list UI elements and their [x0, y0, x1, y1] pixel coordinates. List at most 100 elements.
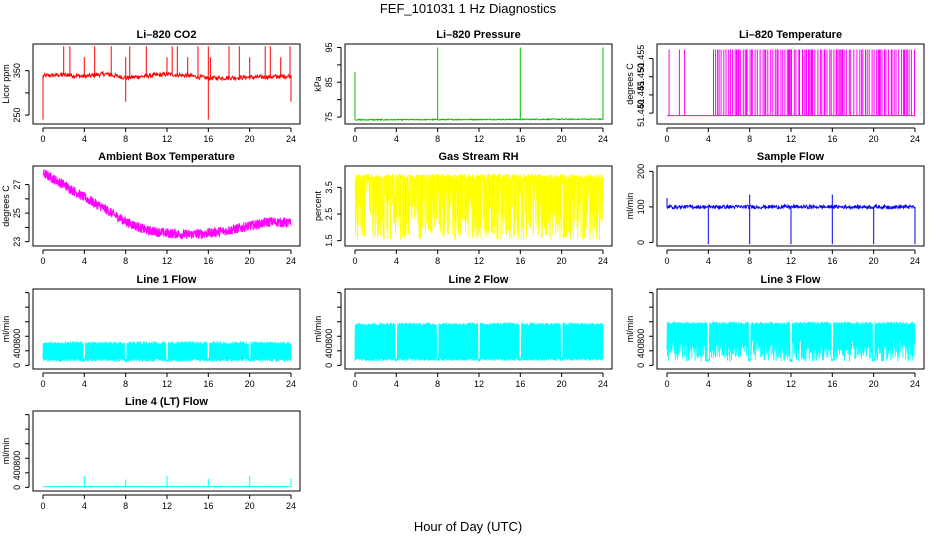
y-axis-label: ml/min — [625, 316, 635, 343]
x-axis: 0 4 8 12 16 20 24 — [664, 127, 920, 144]
x-axis: 0 4 8 12 16 20 24 — [40, 372, 296, 389]
x-tick-label: 20 — [869, 379, 879, 389]
y-axis: 1.5 2.5 3.5 — [324, 181, 342, 247]
y-axis-label: ml/min — [1, 438, 11, 465]
plot-frame — [344, 43, 613, 125]
x-tick-label: 20 — [869, 256, 879, 266]
x-tick-label: 0 — [664, 134, 669, 144]
x-tick-label: 20 — [245, 256, 255, 266]
y-axis-label: ml/min — [1, 316, 11, 343]
x-axis: 0 4 8 12 16 20 24 — [664, 372, 920, 389]
panel-6: Sample Flow 0 4 8 12 16 20 24 0 100 200 ml/min — [625, 151, 925, 266]
x-tick-label: 16 — [827, 379, 837, 389]
panel-title: Line 3 Flow — [761, 274, 821, 286]
y-axis: 250 350 — [12, 63, 30, 123]
x-tick-label: 4 — [82, 379, 87, 389]
y-tick-label: 2.5 — [324, 208, 334, 221]
x-tick-label: 12 — [162, 256, 172, 266]
x-axis: 0 4 8 12 16 20 24 — [352, 127, 608, 144]
panel-3: Li–820 Temperature 0 4 8 12 16 20 24 51.44051.44… — [625, 29, 925, 144]
x-tick-label: 4 — [82, 256, 87, 266]
panel-title: Ambient Box Temperature — [98, 151, 235, 163]
y-tick-label: 400 — [636, 343, 646, 358]
x-tick-label: 16 — [203, 501, 213, 511]
x-tick-label: 0 — [352, 379, 357, 389]
x-tick-label: 20 — [245, 501, 255, 511]
series-line — [354, 322, 604, 363]
y-axis-label: percent — [313, 190, 323, 221]
x-axis: 0 4 8 12 16 20 24 — [40, 249, 296, 266]
x-tick-label: 20 — [245, 379, 255, 389]
figure-xlabel: Hour of Day (UTC) — [414, 519, 522, 534]
series-line — [666, 194, 916, 245]
series-line — [42, 168, 292, 240]
panel-title: Sample Flow — [757, 151, 825, 163]
x-tick-label: 8 — [123, 501, 128, 511]
plot-frame — [656, 165, 925, 247]
y-tick-label: 51.445 — [636, 81, 646, 109]
plot-frame — [32, 288, 301, 370]
x-tick-label: 24 — [910, 134, 920, 144]
x-tick-label: 24 — [286, 379, 296, 389]
panel-title: Line 2 Flow — [449, 274, 509, 286]
plot-frame — [32, 165, 301, 247]
y-axis: 75 85 95 — [324, 42, 342, 122]
y-tick-label: 400 — [12, 343, 22, 358]
y-tick-label: 800 — [636, 329, 646, 344]
x-axis: 0 4 8 12 16 20 24 — [352, 372, 608, 389]
y-tick-label: 400 — [12, 465, 22, 480]
x-tick-label: 24 — [598, 134, 608, 144]
x-tick-label: 20 — [557, 256, 567, 266]
x-tick-label: 8 — [123, 256, 128, 266]
y-tick-label: 85 — [324, 77, 334, 87]
y-axis-label: degrees C — [1, 185, 11, 227]
panel-title: Li–820 Pressure — [436, 29, 520, 41]
plot-frame — [344, 288, 613, 370]
y-axis-label: ml/min — [313, 316, 323, 343]
x-tick-label: 12 — [162, 501, 172, 511]
x-tick-label: 16 — [827, 134, 837, 144]
x-tick-label: 12 — [474, 256, 484, 266]
x-tick-label: 16 — [515, 256, 525, 266]
x-tick-label: 4 — [706, 256, 711, 266]
y-tick-label: 75 — [324, 112, 334, 122]
plot-frame — [32, 43, 301, 125]
x-tick-label: 24 — [910, 379, 920, 389]
x-tick-label: 0 — [40, 379, 45, 389]
y-tick-label: 250 — [12, 108, 22, 123]
y-axis-label: Licor ppm — [1, 64, 11, 104]
x-tick-label: 0 — [352, 256, 357, 266]
x-tick-label: 4 — [394, 256, 399, 266]
panel-title: Li–820 Temperature — [739, 29, 842, 41]
x-tick-label: 20 — [557, 379, 567, 389]
plot-frame — [32, 410, 301, 492]
x-tick-label: 0 — [40, 256, 45, 266]
x-tick-label: 8 — [435, 256, 440, 266]
panel-title: Gas Stream RH — [438, 151, 518, 163]
panel-2: Li–820 Pressure 0 4 8 12 16 20 24 75 85 95 kPa — [313, 29, 613, 144]
x-tick-label: 0 — [664, 379, 669, 389]
x-tick-label: 16 — [515, 134, 525, 144]
x-tick-label: 8 — [747, 256, 752, 266]
series-line — [354, 47, 604, 122]
series-line — [42, 475, 292, 488]
x-tick-label: 16 — [827, 256, 837, 266]
panel-4: Ambient Box Temperature 0 4 8 12 16 20 24 23 25 27… — [1, 151, 301, 266]
y-tick-label: 800 — [12, 451, 22, 466]
x-tick-label: 4 — [706, 134, 711, 144]
y-tick-label: 0 — [636, 240, 646, 245]
x-tick-label: 16 — [203, 134, 213, 144]
x-tick-label: 12 — [474, 134, 484, 144]
x-tick-label: 4 — [394, 379, 399, 389]
panel-title: Line 4 (LT) Flow — [125, 396, 208, 408]
x-tick-label: 24 — [286, 256, 296, 266]
x-tick-label: 8 — [123, 379, 128, 389]
x-tick-label: 24 — [910, 256, 920, 266]
x-tick-label: 20 — [245, 134, 255, 144]
